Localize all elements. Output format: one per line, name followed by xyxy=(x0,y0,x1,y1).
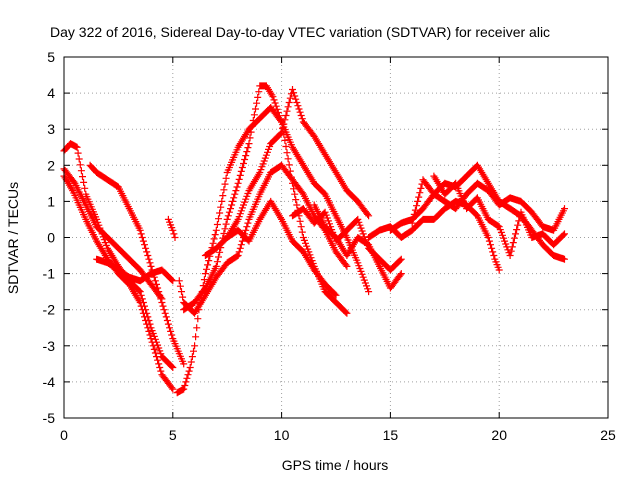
scatter-markers xyxy=(365,197,503,274)
y-tick-label: -5 xyxy=(43,410,56,426)
scatter-markers xyxy=(180,82,351,317)
series-track-5 xyxy=(93,255,177,285)
series-track-14 xyxy=(365,197,503,274)
tick-labels: 0 5 10 15 20 25 -5 -4 -3 -2 -1 0 1 2 3 4 5 xyxy=(43,49,616,443)
y-tick-label: 1 xyxy=(47,193,55,209)
y-tick-label: 0 xyxy=(47,230,55,246)
y-tick-label: -2 xyxy=(43,302,56,318)
scatter-markers xyxy=(310,201,405,292)
series-track-13 xyxy=(310,201,405,292)
series-track-10 xyxy=(201,86,373,259)
scatter-markers xyxy=(430,172,568,259)
series-track-17 xyxy=(430,172,568,259)
x-tick-label: 5 xyxy=(169,427,177,443)
x-tick-label: 10 xyxy=(274,427,290,443)
chart-title: Day 322 of 2016, Sidereal Day-to-day VTE… xyxy=(50,24,550,40)
y-axis-title: SDTVAR / TECUs xyxy=(5,182,21,294)
scatter-markers xyxy=(93,255,177,285)
y-tick-label: 4 xyxy=(47,85,55,101)
y-tick-label: -1 xyxy=(43,266,56,282)
y-tick-label: 2 xyxy=(47,157,55,173)
x-tick-label: 0 xyxy=(60,427,68,443)
series-track-11 xyxy=(223,197,340,299)
y-tick-label: -4 xyxy=(43,374,56,390)
series-track-9 xyxy=(180,82,351,317)
data-points xyxy=(60,82,568,397)
plot-frame xyxy=(63,56,609,419)
x-tick-label: 15 xyxy=(383,427,399,443)
scatter-markers xyxy=(164,215,179,241)
scatter-markers xyxy=(201,86,373,259)
x-axis-title: GPS time / hours xyxy=(282,457,389,473)
series-track-6 xyxy=(164,215,179,241)
x-tick-label: 25 xyxy=(600,427,616,443)
x-tick-label: 20 xyxy=(491,427,507,443)
y-tick-label: 5 xyxy=(47,49,55,65)
y-tick-label: 3 xyxy=(47,121,55,137)
scatter-markers xyxy=(223,197,340,299)
y-tick-label: -3 xyxy=(43,338,56,354)
